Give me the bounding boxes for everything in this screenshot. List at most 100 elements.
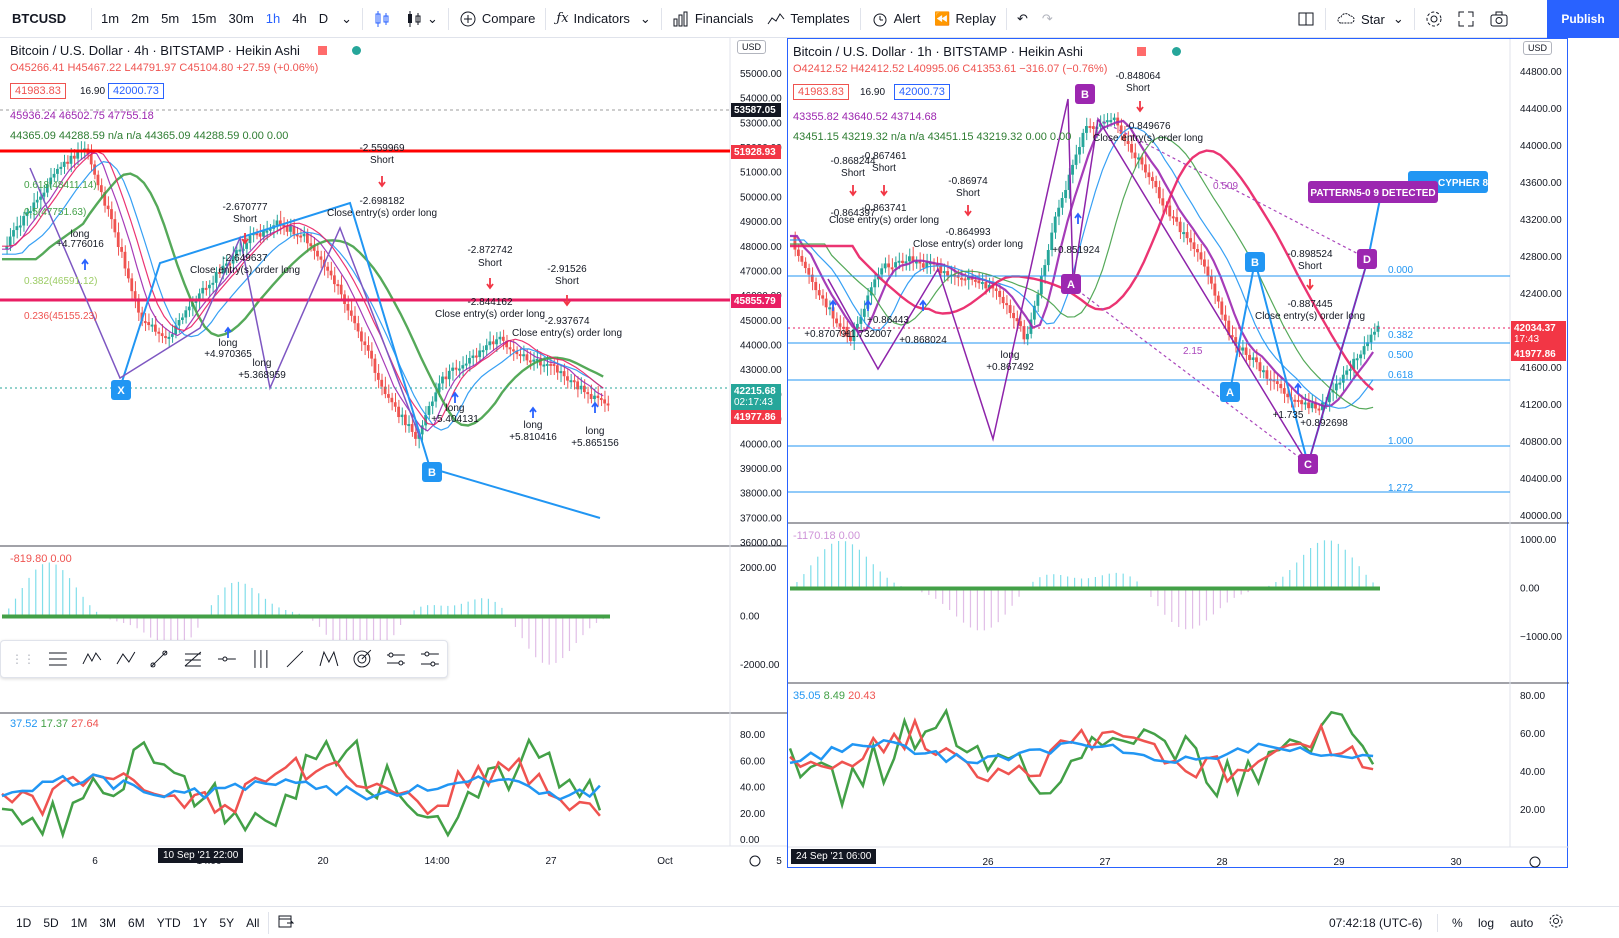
candle-body — [329, 270, 333, 276]
left-ask-box[interactable]: 42000.73 — [108, 83, 164, 99]
right-chart-title[interactable]: Bitcoin / U.S. Dollar · 1h · BITSTAMP · … — [793, 44, 1083, 59]
left-chart-canvas[interactable]: 55000.00 54000.00 53000.00 5 2000.00 51000.00… — [0, 38, 787, 868]
range-1y[interactable]: 1Y — [192, 915, 208, 930]
financials-button[interactable]: Financials — [665, 0, 761, 38]
candle-body — [437, 383, 441, 393]
wave-pattern-icon[interactable] — [81, 648, 103, 670]
range-3m[interactable]: 3M — [99, 915, 117, 930]
trade-annotation: +0.851924 — [1052, 245, 1100, 256]
candle-body — [939, 266, 943, 274]
abc-pattern-icon[interactable] — [115, 648, 137, 670]
candle-body — [235, 250, 238, 257]
chart-settings-button[interactable] — [1542, 913, 1570, 932]
range-1d[interactable]: 1D — [16, 915, 32, 930]
price-tag — [1511, 347, 1566, 361]
redo-button[interactable]: ↷ — [1035, 0, 1060, 38]
interval-15m[interactable]: 15m — [191, 11, 217, 26]
interval-30m[interactable]: 30m — [228, 11, 254, 26]
right-currency-dropdown[interactable]: USD — [1523, 41, 1553, 55]
interval-5m[interactable]: 5m — [161, 11, 180, 26]
range-ytd[interactable]: YTD — [156, 915, 181, 930]
indicators-button[interactable]: ƒx Indicators ⌄ — [549, 0, 657, 38]
candle-body — [1206, 266, 1210, 276]
right-chart-canvas[interactable]: 44800.00 44400.00 44000.00 43600.00 43200.00… — [788, 39, 1569, 869]
gann-fan-icon[interactable] — [351, 648, 373, 670]
publish-button[interactable]: Publish — [1547, 0, 1619, 38]
candle-body — [410, 424, 414, 432]
candle-body — [1105, 120, 1109, 123]
alert-button[interactable]: Alert — [864, 0, 928, 38]
interval-1h[interactable]: 1h — [265, 11, 281, 26]
goto-date-button[interactable] — [272, 913, 300, 932]
interval-1m[interactable]: 1m — [101, 11, 120, 26]
candle-body — [403, 414, 407, 426]
candle-body — [603, 399, 607, 404]
candle-body — [407, 424, 411, 427]
fib-retracement-icon[interactable] — [182, 648, 204, 670]
right-chart[interactable]: 44800.00 44400.00 44000.00 43600.00 43200.00… — [787, 38, 1569, 869]
left-spread: 16.90 — [80, 86, 106, 97]
moving-average-line — [2, 172, 604, 427]
right-bid-box[interactable]: 41983.83 — [793, 84, 849, 100]
range-5y[interactable]: 5Y — [219, 915, 235, 930]
candle-body — [441, 376, 444, 384]
candle-body — [110, 209, 113, 220]
snapshot-button[interactable] — [1482, 0, 1516, 38]
interval-4h[interactable]: 4h — [292, 11, 307, 26]
auto-toggle[interactable]: auto — [1510, 915, 1534, 930]
range-6m[interactable]: 6M — [128, 915, 145, 930]
candle-body — [1230, 335, 1234, 338]
parallel-channel-icon[interactable] — [385, 648, 407, 670]
market-closed-icon — [1137, 47, 1146, 56]
trend-line-icon[interactable] — [148, 648, 170, 670]
right-ask-box[interactable]: 42000.73 — [894, 84, 950, 100]
range-5d[interactable]: 5D — [43, 915, 59, 930]
horizontal-ray-icon[interactable] — [216, 648, 238, 670]
percent-toggle[interactable]: % — [1452, 915, 1463, 930]
left-bid-box[interactable]: 41983.83 — [10, 83, 66, 99]
horizontal-lines-icon[interactable] — [47, 648, 69, 670]
candle-body — [464, 363, 468, 366]
line-icon[interactable] — [284, 648, 306, 670]
xabcd-pattern-icon[interactable] — [318, 648, 340, 670]
range-all[interactable]: All — [246, 915, 260, 930]
star-button[interactable]: Star ⌄ — [1329, 0, 1411, 38]
interval-d[interactable]: D — [318, 11, 329, 26]
symbol-search[interactable]: BTCUSD — [12, 11, 67, 26]
candle-body — [1348, 368, 1352, 371]
osc1-axis-label: 2000.00 — [740, 563, 777, 574]
left-currency-dropdown[interactable]: USD — [737, 40, 767, 54]
fib-level-label: 0.236(45155.23) — [24, 311, 97, 322]
bar-style-button[interactable] — [366, 0, 398, 38]
replay-button[interactable]: ⏪ Replay — [927, 0, 1003, 38]
interval-dropdown[interactable]: ⌄ — [334, 0, 359, 38]
candle-body — [980, 282, 984, 285]
candle-body — [278, 220, 282, 225]
settings-button[interactable] — [1418, 0, 1450, 38]
candle-body — [241, 248, 245, 251]
left-chart[interactable]: 55000.00 54000.00 53000.00 5 2000.00 51000.00… — [0, 38, 787, 868]
candle-body — [238, 249, 242, 252]
candle-body — [447, 370, 451, 380]
candle-body — [814, 281, 818, 291]
undo-button[interactable]: ↶ — [1010, 0, 1035, 38]
drag-handle-icon[interactable]: ⋮⋮ — [11, 652, 35, 666]
left-chart-title[interactable]: Bitcoin / U.S. Dollar · 4h · BITSTAMP · … — [10, 43, 300, 58]
clock[interactable]: 07:42:18 (UTC-6) — [1329, 915, 1423, 930]
vertical-lines-icon[interactable] — [250, 648, 272, 670]
layout-button[interactable] — [1290, 0, 1322, 38]
trade-annotation: -2.91526 — [547, 264, 587, 275]
range-1m[interactable]: 1M — [70, 915, 88, 930]
osc2-axis-label: 80.00 — [740, 730, 765, 741]
templates-button[interactable]: Templates — [760, 0, 856, 38]
compare-button[interactable]: Compare — [452, 0, 542, 38]
price-tag-label: 42215.68 — [734, 386, 776, 397]
fullscreen-button[interactable] — [1450, 0, 1482, 38]
log-toggle[interactable]: log — [1478, 915, 1495, 930]
price-range-icon[interactable] — [419, 648, 441, 670]
interval-2m[interactable]: 2m — [131, 11, 150, 26]
chart-type-button[interactable]: ⌄ — [398, 0, 445, 38]
pattern-point-label: B — [1251, 257, 1259, 269]
candle-body — [147, 322, 151, 326]
candle-body — [1248, 354, 1251, 360]
